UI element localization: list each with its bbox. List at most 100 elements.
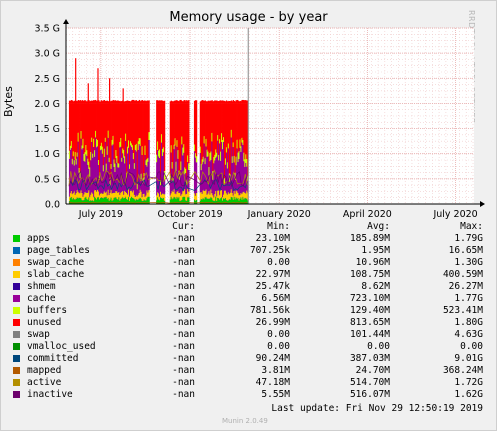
- area-buffers: [127, 146, 129, 154]
- area-unused: [217, 103, 219, 136]
- area-shmem: [75, 192, 78, 194]
- area-unused: [124, 103, 126, 157]
- legend-min: 26.99M: [255, 317, 290, 328]
- area-buffers: [206, 149, 208, 157]
- area-apps: [112, 200, 114, 204]
- area-swap-cache: [148, 196, 150, 197]
- y-tick-label: 2.0 G: [35, 99, 61, 110]
- area-swap-cache: [73, 198, 76, 200]
- area-cache: [119, 147, 121, 195]
- area-slab-cache: [86, 192, 88, 199]
- area-slab-cache: [70, 191, 73, 197]
- area-swap-cache: [82, 199, 84, 201]
- area-buffers: [245, 154, 247, 163]
- legend-avg: 723.10M: [349, 293, 390, 304]
- area-shmem: [157, 191, 159, 193]
- area-top-band: [183, 100, 185, 104]
- area-top-band: [222, 100, 225, 104]
- area-unused: [143, 103, 145, 174]
- area-swap-cache: [205, 196, 207, 198]
- area-cache: [235, 165, 237, 191]
- area-apps: [128, 197, 130, 204]
- chart-title: Memory usage - by year: [169, 10, 328, 25]
- area-slab-cache: [128, 189, 130, 197]
- area-slab-cache: [139, 189, 142, 198]
- area-cache: [173, 149, 175, 189]
- area-buffers: [103, 148, 106, 157]
- area-swap-cache: [187, 196, 189, 198]
- area-swap-cache: [231, 196, 234, 198]
- area-top-band: [139, 101, 142, 104]
- area-unused: [121, 103, 123, 158]
- last-update: Last update: Fri Nov 29 12:50:19 2019: [271, 403, 483, 414]
- area-slab-cache: [244, 192, 246, 198]
- area-unused: [101, 103, 104, 147]
- area-slab-cache: [77, 191, 79, 198]
- area-buffers: [95, 130, 97, 138]
- legend-cur: -nan: [172, 353, 195, 364]
- area-unused: [79, 103, 81, 172]
- area-top-band: [233, 101, 236, 104]
- area-unused: [215, 103, 217, 150]
- area-top-band: [245, 100, 247, 104]
- area-buffers: [213, 156, 215, 164]
- area-top-band: [162, 101, 165, 104]
- area-unused: [147, 103, 149, 158]
- area-slab-cache: [222, 194, 225, 199]
- area-apps: [200, 199, 203, 204]
- area-buffers: [120, 137, 122, 147]
- area-shmem: [222, 196, 224, 198]
- area-slab-cache: [195, 193, 198, 200]
- area-swap-cache: [243, 198, 245, 200]
- area-buffers: [97, 160, 100, 165]
- area-unused: [122, 103, 124, 149]
- area-slab-cache: [224, 190, 227, 198]
- area-slab-cache: [216, 196, 218, 201]
- area-slab-cache: [133, 194, 136, 199]
- area-top-band: [177, 100, 179, 104]
- area-slab-cache: [111, 193, 113, 201]
- area-swap-cache: [69, 197, 72, 199]
- area-apps: [130, 196, 133, 204]
- area-apps: [203, 199, 205, 204]
- area-slab-cache: [93, 197, 95, 201]
- area-apps: [123, 198, 125, 204]
- area-apps: [223, 199, 226, 204]
- area-slab-cache: [230, 189, 233, 197]
- area-cache: [81, 149, 83, 193]
- area-buffers: [227, 143, 230, 149]
- area-slab-cache: [175, 194, 177, 199]
- area-swap-cache: [124, 197, 126, 198]
- area-slab-cache: [73, 191, 76, 199]
- area-unused: [183, 103, 185, 145]
- area-apps: [207, 198, 209, 204]
- area-slab-cache: [83, 194, 85, 200]
- area-unused: [187, 103, 189, 156]
- area-swap-cache: [174, 196, 176, 198]
- area-apps: [124, 198, 126, 204]
- area-shmem: [70, 190, 73, 192]
- area-unused: [120, 103, 122, 138]
- area-top-band: [69, 100, 72, 104]
- area-unused: [109, 103, 111, 178]
- area-unused: [221, 103, 223, 134]
- area-shmem: [113, 192, 115, 193]
- area-apps: [101, 198, 104, 204]
- area-buffers: [176, 140, 178, 147]
- area-buffers: [72, 151, 75, 157]
- area-unused: [161, 103, 164, 149]
- legend-name: cache: [27, 293, 56, 304]
- area-top-band: [71, 100, 74, 104]
- area-cache: [125, 140, 127, 192]
- legend-avg: 516.07M: [349, 389, 390, 400]
- area-unused: [144, 103, 146, 146]
- area-swap-cache: [178, 196, 180, 198]
- area-cache: [176, 146, 178, 192]
- area-slab-cache: [156, 195, 158, 200]
- area-slab-cache: [214, 193, 216, 201]
- area-apps: [229, 199, 232, 204]
- area-buffers: [232, 142, 235, 148]
- legend-avg: 1.95M: [361, 245, 390, 256]
- area-slab-cache: [234, 193, 236, 199]
- area-cache: [116, 162, 118, 192]
